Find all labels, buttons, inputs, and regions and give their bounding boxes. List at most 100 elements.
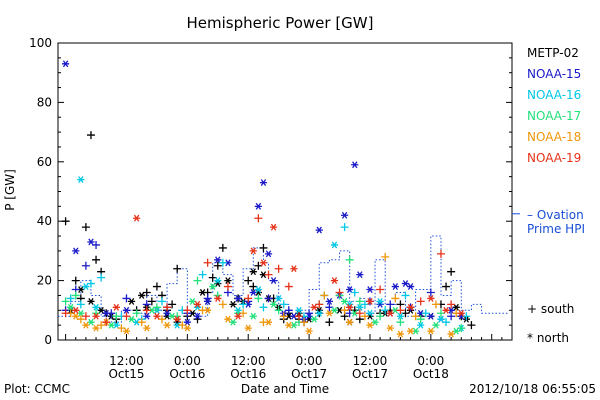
marker-plus: [391, 294, 400, 303]
marker-plus: [152, 303, 161, 312]
marker-plus: [254, 294, 263, 303]
marker-plus: [447, 267, 456, 276]
marker-star: [87, 297, 95, 305]
marker-plus: [163, 303, 172, 312]
marker-plus: [76, 315, 85, 324]
marker-star: [198, 289, 207, 296]
marker-star: [371, 318, 379, 326]
legend-south-marker: + south: [527, 302, 574, 316]
series-noaa-17-plus: [61, 255, 466, 333]
marker-plus: [102, 318, 111, 327]
marker-plus: [193, 276, 202, 285]
marker-star: [234, 294, 242, 302]
marker-plus: [92, 240, 101, 249]
marker-plus: [421, 309, 430, 318]
marker-plus: [315, 300, 324, 309]
marker-star: [87, 318, 95, 326]
marker-plus: [122, 294, 131, 303]
y-tick-label: 20: [37, 274, 52, 288]
marker-star: [249, 312, 257, 320]
marker-star: [97, 306, 105, 314]
marker-plus: [447, 312, 456, 321]
marker-plus: [320, 291, 329, 300]
marker-star: [67, 303, 75, 311]
marker-star: [330, 306, 339, 314]
marker-star: [295, 306, 303, 314]
marker-star: [366, 321, 374, 329]
marker-star: [427, 327, 435, 335]
y-tick-label: 80: [37, 95, 52, 109]
marker-plus: [86, 279, 95, 288]
marker-plus: [203, 258, 212, 267]
legend-item-metp-02: METP-02: [527, 46, 579, 60]
marker-plus: [142, 306, 151, 315]
legend-item-noaa-18: NOAA-18: [527, 130, 581, 144]
marker-star: [264, 250, 273, 258]
marker-plus: [431, 300, 440, 309]
marker-star: [269, 223, 278, 231]
marker-plus: [284, 282, 293, 291]
marker-star: [447, 330, 455, 338]
marker-plus: [355, 297, 364, 306]
marker-star: [406, 283, 415, 290]
marker-star: [229, 318, 237, 326]
series-noaa-18-star: [72, 306, 455, 338]
marker-plus: [436, 309, 445, 318]
marker-plus: [173, 264, 182, 273]
marker-plus: [264, 270, 273, 279]
marker-plus: [178, 321, 187, 330]
marker-plus: [381, 252, 390, 261]
plot-area: 02040608010012:00Oct150:00Oct1612:00Oct1…: [29, 36, 513, 381]
marker-star: [92, 312, 100, 320]
marker-star: [127, 315, 136, 323]
marker-plus: [213, 261, 222, 270]
marker-star: [249, 268, 257, 276]
marker-star: [87, 238, 95, 246]
marker-star: [259, 259, 268, 267]
marker-plus: [381, 306, 390, 315]
marker-plus: [76, 300, 85, 309]
x-tick-label-date: Oct15: [108, 367, 144, 381]
marker-plus: [239, 309, 248, 318]
legend-ovation-label: – Ovation: [527, 208, 584, 222]
x-tick-label-date: Oct16: [169, 367, 205, 381]
marker-star: [275, 294, 283, 302]
marker-plus: [137, 318, 146, 327]
marker-star: [305, 327, 313, 335]
marker-plus: [462, 312, 471, 321]
marker-star: [183, 324, 191, 332]
marker-plus: [279, 312, 288, 321]
y-tick-label: 60: [37, 155, 52, 169]
legend-north-marker: * north: [527, 331, 569, 345]
marker-plus: [157, 297, 166, 306]
x-axis-label: Date and Time: [241, 382, 329, 396]
marker-plus: [401, 291, 410, 300]
marker-star: [77, 309, 85, 317]
marker-star: [290, 265, 298, 273]
marker-plus: [71, 291, 80, 300]
marker-plus: [335, 288, 344, 297]
marker-plus: [81, 223, 90, 232]
marker-star: [341, 211, 349, 219]
marker-plus: [142, 288, 151, 297]
marker-star: [346, 303, 354, 311]
y-tick-label: 0: [44, 333, 52, 347]
series-noaa-19-plus: [61, 214, 456, 327]
x-tick-label-time: 12:00: [231, 354, 266, 368]
marker-plus: [132, 309, 141, 318]
legend: METP-02 NOAA-15 NOAA-16 NOAA-17 NOAA-18 NOAA-…: [512, 46, 585, 345]
marker-plus: [81, 261, 90, 270]
marker-plus: [254, 214, 263, 223]
marker-star: [366, 309, 374, 317]
marker-star: [107, 321, 115, 329]
marker-star: [163, 309, 171, 317]
marker-plus: [340, 223, 349, 232]
marker-star: [122, 327, 131, 335]
marker-star: [143, 312, 151, 320]
marker-plus: [279, 300, 288, 309]
marker-plus: [223, 282, 232, 291]
series-noaa-15-star: [62, 60, 465, 326]
marker-plus: [416, 297, 425, 306]
marker-star: [325, 297, 333, 305]
